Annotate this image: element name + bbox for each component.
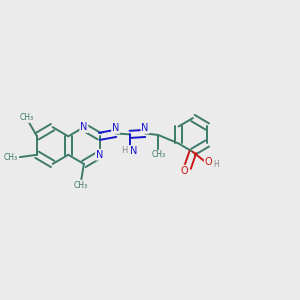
Text: N: N [80,122,88,132]
Text: O: O [181,166,188,176]
Text: CH₃: CH₃ [20,113,34,122]
Text: CH₃: CH₃ [151,151,165,160]
Text: N: N [112,123,119,133]
Text: CH₃: CH₃ [74,181,88,190]
Text: N: N [141,123,149,133]
Text: O: O [205,157,212,167]
Text: H: H [122,146,128,155]
Text: H: H [214,160,220,169]
Text: CH₃: CH₃ [3,153,17,162]
Text: N: N [130,146,137,156]
Text: N: N [96,150,103,160]
